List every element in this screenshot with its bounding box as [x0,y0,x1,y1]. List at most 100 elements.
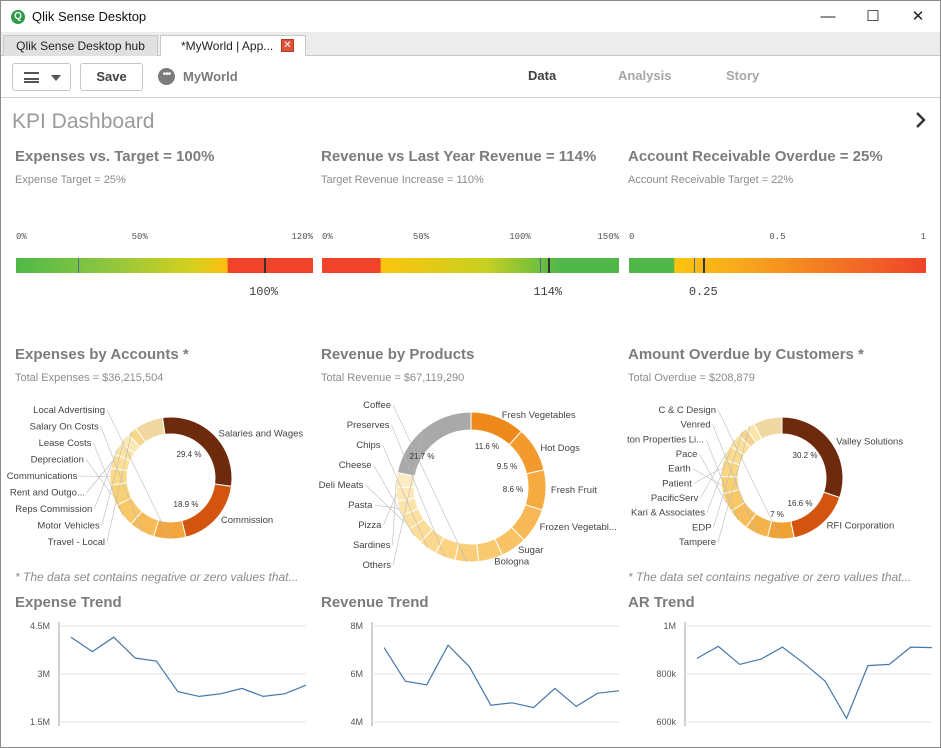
donut-slice[interactable] [153,519,187,540]
donut-percent-label: 9.5 % [497,462,517,471]
trend-point[interactable] [717,645,719,647]
trend-point[interactable] [468,666,470,668]
donut-leader-line [106,431,133,543]
trend-point[interactable] [824,680,826,682]
donut-slice-label: PacificServ [651,493,699,504]
donut-slice-label: Others [362,560,391,571]
tab-analysis[interactable]: Analysis [618,68,672,83]
gauge-tick-label: 0% [322,232,333,242]
trend-point[interactable] [219,693,221,695]
trend-point[interactable] [113,636,115,638]
gauge-revenue[interactable]: 0% 50% 100% 150% 114% [322,229,619,299]
y-tick-label: 800k [656,669,676,679]
trend-point[interactable] [931,646,933,648]
donut-percent-label: 7 % [770,510,784,519]
close-window-button[interactable]: ✕ [911,8,925,25]
gauge-expenses[interactable]: 0% 50% 120% 100% [16,229,313,299]
close-tab-icon[interactable]: ✕ [281,39,294,52]
global-menu-button[interactable] [12,63,71,91]
y-tick-label: 1M [663,621,676,631]
line-chart-ar[interactable]: 1M 800k 600k [627,613,940,739]
trend-point[interactable] [803,662,805,664]
donut-slice[interactable] [524,469,547,511]
trend-point[interactable] [739,663,741,665]
trend-point[interactable] [511,702,513,704]
more-options-icon[interactable]: ••• [158,68,175,85]
tab-hub[interactable]: Qlik Sense Desktop hub [3,35,158,56]
minimize-button[interactable]: — [820,8,836,25]
trend-point[interactable] [575,705,577,707]
trend-line[interactable] [70,636,307,698]
gauge-subtitle: Expense Target = 25% [15,174,126,186]
donut-slice[interactable] [135,417,166,443]
donut-slice-label: Hot Dogs [540,443,580,454]
trend-title: AR Trend [628,594,695,611]
trend-title: Revenue Trend [321,594,429,611]
tab-data[interactable]: Data [528,68,557,83]
trend-point[interactable] [198,695,200,697]
trend-point[interactable] [283,693,285,695]
trend-point[interactable] [867,664,869,666]
donut-slice-label: Patient [662,478,692,489]
donut-slice-label: EDP [692,522,712,533]
donut-slice-label: Depreciation [31,455,84,466]
donut-leader-line [392,429,424,566]
donut-chart-overdue[interactable]: Valley Solutions RFI Corporation Tampere ED… [627,391,940,569]
trend-point[interactable] [404,680,406,682]
donut-leader-line [373,464,415,537]
tab-bar: Qlik Sense Desktop hub *MyWorld | App...… [1,32,940,56]
chevron-right-icon[interactable] [914,110,928,130]
trend-point[interactable] [596,692,598,694]
donut-percent-label: 30.2 % [793,451,818,460]
trend-point[interactable] [760,658,762,660]
trend-point[interactable] [155,660,157,662]
trend-line[interactable] [696,645,933,720]
trend-point[interactable] [532,706,534,708]
donut-leader-line [365,484,406,523]
trend-point[interactable] [845,717,847,719]
trend-point[interactable] [781,646,783,648]
line-chart-expense[interactable]: 4.5M 3M 1.5M [1,613,314,739]
donut-leader-line [700,452,727,499]
donut-slice[interactable] [766,520,795,540]
donut-slice[interactable] [753,416,783,440]
trend-point[interactable] [490,704,492,706]
tab-story[interactable]: Story [726,68,760,83]
y-tick-label: 600k [656,717,676,727]
trend-point[interactable] [134,657,136,659]
trend-point[interactable] [305,684,307,686]
donut-chart-revenue[interactable]: Fresh Vegetables Hot Dogs Fresh Fruit Froze… [314,391,627,581]
donut-slice-label: Travel - Local [48,537,105,548]
trend-point[interactable] [426,684,428,686]
donut-leader-line [713,431,743,528]
gauge-title: Account Receivable Overdue = 25% [628,148,883,165]
trend-point[interactable] [262,695,264,697]
trend-point[interactable] [383,646,385,648]
maximize-button[interactable]: ☐ [866,8,880,25]
donut-chart-expenses[interactable]: Salaries and Wages Commission Travel - Loc… [1,391,314,569]
trend-point[interactable] [447,644,449,646]
trend-point[interactable] [70,636,72,638]
donut-slice-label: Salaries and Wages [218,428,303,439]
save-button[interactable]: Save [80,63,143,91]
trend-point[interactable] [696,657,698,659]
trend-point[interactable] [618,690,620,692]
line-chart-revenue[interactable]: 8M 6M 4M [314,613,627,739]
trend-line[interactable] [383,644,620,709]
donut-percent-label: 29.4 % [177,450,202,459]
trend-point[interactable] [241,687,243,689]
donut-slice[interactable] [396,411,472,477]
window-title: Qlik Sense Desktop [32,9,147,24]
trend-point[interactable] [554,687,556,689]
gauge-receivable[interactable]: 0 0.5 1 0.25 [629,229,926,299]
donut-slice-label: Pace [676,449,698,460]
tab-myworld[interactable]: *MyWorld | App... ✕ [160,35,306,56]
trend-point[interactable] [91,650,93,652]
donut-slice-label: Frozen Vegetabl... [540,522,617,533]
donut-slice[interactable] [181,483,232,538]
trend-point[interactable] [177,690,179,692]
trend-point[interactable] [888,663,890,665]
trend-point[interactable] [909,646,911,648]
donut-slice-label: Coffee [363,400,391,411]
donut-leader-line [391,424,446,558]
